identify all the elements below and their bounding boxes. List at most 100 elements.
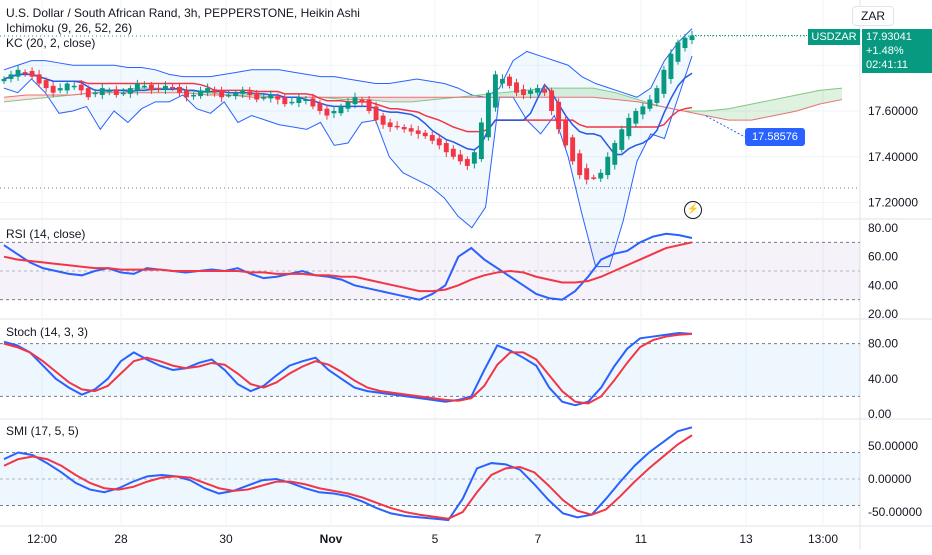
ichimoku-cloud-segment <box>751 99 775 121</box>
stoch-band-fill <box>0 343 860 397</box>
candle-body <box>240 90 246 94</box>
stoch-pane-label[interactable]: Stoch (14, 3, 3) <box>6 325 89 339</box>
candle-body <box>1 78 7 82</box>
time-tick-label: 12:00 <box>27 532 57 546</box>
candle-body <box>275 96 281 100</box>
candle-body <box>29 70 35 77</box>
candle-body <box>640 106 646 115</box>
rsi-tick-label: 60.00 <box>868 250 898 264</box>
candle-body <box>191 94 197 97</box>
price-change: +1.48% <box>866 45 904 57</box>
candle-body <box>577 153 583 176</box>
candle-body <box>373 106 379 121</box>
ichimoku-cloud-segment <box>411 97 435 102</box>
candle-body <box>514 82 519 93</box>
candle-body <box>689 35 695 41</box>
candle-body <box>584 168 590 180</box>
last-price-tag: 17.93041 +1.48% 02:41:11 <box>862 29 932 73</box>
ichimoku-cloud-segment <box>592 88 616 100</box>
candle-body <box>205 88 211 93</box>
candle-body <box>106 90 112 92</box>
stoch-series-line-1 <box>3 332 693 407</box>
smi-tick-label: 0.00000 <box>868 472 912 486</box>
keltner-legend[interactable]: KC (20, 2, close) <box>6 36 96 50</box>
candle-body <box>478 122 484 160</box>
smi-tick-label: -50.00000 <box>868 505 922 519</box>
candle-body <box>429 135 435 141</box>
keltner-upper-line <box>3 28 693 98</box>
ichimoku-span-b <box>3 92 843 121</box>
candle-body <box>247 91 253 95</box>
candle-body <box>120 92 126 95</box>
candle-body <box>92 92 98 95</box>
price-tick-label: 17.20000 <box>868 196 918 210</box>
candle-body <box>254 92 260 100</box>
stoch-series-line-2 <box>3 332 693 405</box>
candle-body <box>155 88 161 90</box>
alert-icon[interactable]: ⚡ <box>684 201 702 219</box>
candle-body <box>233 92 239 97</box>
candle-body <box>556 101 562 130</box>
candle-body <box>366 99 372 111</box>
time-tick-label: 13 <box>739 532 753 546</box>
candle-body <box>380 115 386 125</box>
candle-body <box>317 102 323 111</box>
candle-body <box>352 97 358 105</box>
ichimoku-cloud-segment <box>615 92 639 102</box>
candle-body <box>535 88 541 93</box>
bar-countdown: 02:41:11 <box>866 59 909 71</box>
candle-body <box>387 122 393 128</box>
stoch-pane <box>0 332 860 407</box>
symbol-tag: USDZAR <box>808 29 860 45</box>
candle-body <box>563 120 569 146</box>
candle-body <box>661 69 667 94</box>
candle-body <box>261 97 267 99</box>
smi-pane <box>0 426 860 522</box>
rsi-pane-label[interactable]: RSI (14, close) <box>6 227 86 241</box>
candle-body <box>303 99 309 102</box>
candle-body <box>71 85 77 88</box>
smi-pane-label[interactable]: SMI (17, 5, 5) <box>6 424 79 438</box>
price-tick-label: 17.40000 <box>868 150 918 164</box>
rsi-series-line-1 <box>3 232 693 301</box>
time-tick-label: 13:00 <box>808 532 838 546</box>
currency-label[interactable]: ZAR <box>852 6 894 26</box>
candle-body <box>8 74 14 79</box>
rsi-tick-label: 80.00 <box>868 221 898 235</box>
price-tick-label: 17.60000 <box>868 104 918 118</box>
candle-body <box>436 138 442 146</box>
candle-body <box>422 132 428 137</box>
ichimoku-cloud-segment <box>26 94 50 100</box>
candle-body <box>134 83 140 91</box>
keltner-band-fill <box>4 28 692 267</box>
candle-body <box>226 94 232 97</box>
ichimoku-legend[interactable]: Ichimoku (9, 26, 52, 26) <box>6 21 133 35</box>
candle-body <box>212 89 218 93</box>
candle-body <box>22 72 28 74</box>
candle-body <box>198 90 204 97</box>
candle-body <box>415 130 421 134</box>
candle-body <box>647 99 653 109</box>
candle-body <box>331 111 337 114</box>
candle-body <box>528 90 533 94</box>
candle-body <box>78 84 84 91</box>
candle-body <box>163 85 168 90</box>
candle-body <box>43 80 49 89</box>
smi-series-line-2 <box>3 434 693 520</box>
candle-body <box>219 90 225 98</box>
candle-body <box>282 97 288 105</box>
candle-body <box>64 83 70 91</box>
ichimoku-cloud-segment <box>570 88 593 98</box>
candle-body <box>612 143 618 165</box>
candle-body <box>485 92 491 138</box>
candle-body <box>50 85 56 93</box>
candle-body <box>668 53 674 79</box>
candle-body <box>542 89 548 93</box>
projection-marker[interactable]: 17.58576 <box>745 128 805 146</box>
candle-body <box>682 37 688 49</box>
stoch-tick-label: 0.00 <box>868 407 892 421</box>
time-tick-label: 11 <box>635 532 648 546</box>
candle-body <box>457 154 463 162</box>
ichimoku-cloud-segment <box>389 97 412 102</box>
